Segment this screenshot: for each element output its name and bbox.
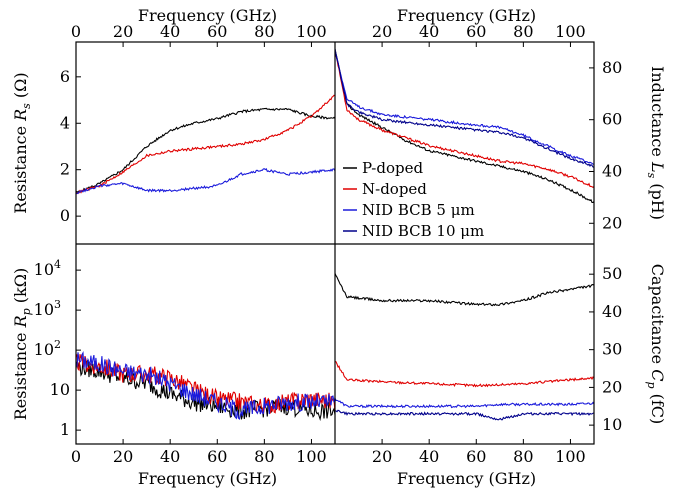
y-tick-label: 103: [34, 298, 61, 319]
x-tick-label: 20: [113, 447, 133, 466]
y-tick-label: 50: [602, 264, 622, 283]
y-tick-label: 40: [602, 302, 622, 321]
legend-label: P-doped: [362, 159, 423, 177]
x-tick-label: 60: [466, 22, 486, 41]
x-tick-label: 100: [555, 447, 586, 466]
x-axis-title: Frequency (GHz): [397, 6, 536, 25]
x-tick-label: 80: [254, 447, 274, 466]
x-tick-label: 0: [71, 447, 81, 466]
x-tick-label: 40: [160, 447, 180, 466]
legend-label: NID BCB 5 μm: [362, 201, 475, 219]
y-tick-label: 80: [602, 58, 622, 77]
y-tick-label: 30: [602, 340, 622, 359]
legend-label: NID BCB 10 μm: [362, 222, 484, 240]
x-axis-title: Frequency (GHz): [138, 6, 277, 25]
series-line-p-doped: [334, 48, 595, 204]
x-tick-label: 40: [419, 22, 439, 41]
y-axis-title: Capacitance Cp (fC): [645, 264, 667, 424]
x-axis-title: Frequency (GHz): [138, 469, 277, 488]
legend-label: N-doped: [362, 180, 427, 198]
series-line-2-2: [75, 351, 336, 421]
x-tick-label: 40: [160, 22, 180, 41]
y-tick-label: 20: [602, 213, 622, 232]
y-tick-label: 104: [34, 258, 61, 279]
y-tick-label: 40: [602, 161, 622, 180]
y-tick-label: 10: [602, 415, 622, 434]
x-tick-label: 100: [296, 22, 327, 41]
x-tick-label: 80: [254, 22, 274, 41]
x-axis-title: Frequency (GHz): [397, 469, 536, 488]
x-tick-label: 20: [372, 447, 392, 466]
y-tick-label: 1: [60, 420, 70, 439]
y-tick-label: 4: [60, 113, 70, 132]
y-axis-title: Resistance Rp (kΩ): [11, 268, 33, 420]
y-tick-label: 6: [60, 67, 70, 86]
x-tick-label: 60: [207, 447, 227, 466]
x-tick-label: 100: [555, 22, 586, 41]
y-tick-label: 10: [50, 380, 70, 399]
series-line-3-0: [334, 273, 595, 307]
x-tick-label: 80: [513, 22, 533, 41]
y-tick-label: 60: [602, 110, 622, 129]
y-tick-label: 2: [60, 160, 70, 179]
series-line-nid-bcb-5-m: [334, 49, 595, 165]
x-tick-label: 40: [419, 447, 439, 466]
series-line-3-3: [335, 409, 595, 421]
series-line-0-0: [75, 107, 336, 194]
series-line-3-1: [334, 360, 595, 388]
y-axis-title: Resistance Rs (Ω): [11, 72, 33, 213]
x-tick-label: 60: [207, 22, 227, 41]
series-line-3-2: [334, 397, 595, 409]
series-line-0-2: [75, 168, 336, 195]
x-tick-label: 60: [466, 447, 486, 466]
series-line-nid-bcb-10-m: [334, 50, 595, 168]
y-tick-label: 20: [602, 377, 622, 396]
y-axis-title: Inductance Ls (pH): [645, 66, 667, 220]
x-tick-label: 80: [513, 447, 533, 466]
x-tick-label: 20: [372, 22, 392, 41]
series-line-n-doped: [334, 50, 595, 188]
y-tick-label: 0: [60, 206, 70, 225]
series-line-0-1: [75, 94, 336, 195]
x-tick-label: 20: [113, 22, 133, 41]
x-tick-label: 0: [71, 22, 81, 41]
y-tick-label: 102: [34, 338, 61, 359]
x-tick-label: 100: [296, 447, 327, 466]
